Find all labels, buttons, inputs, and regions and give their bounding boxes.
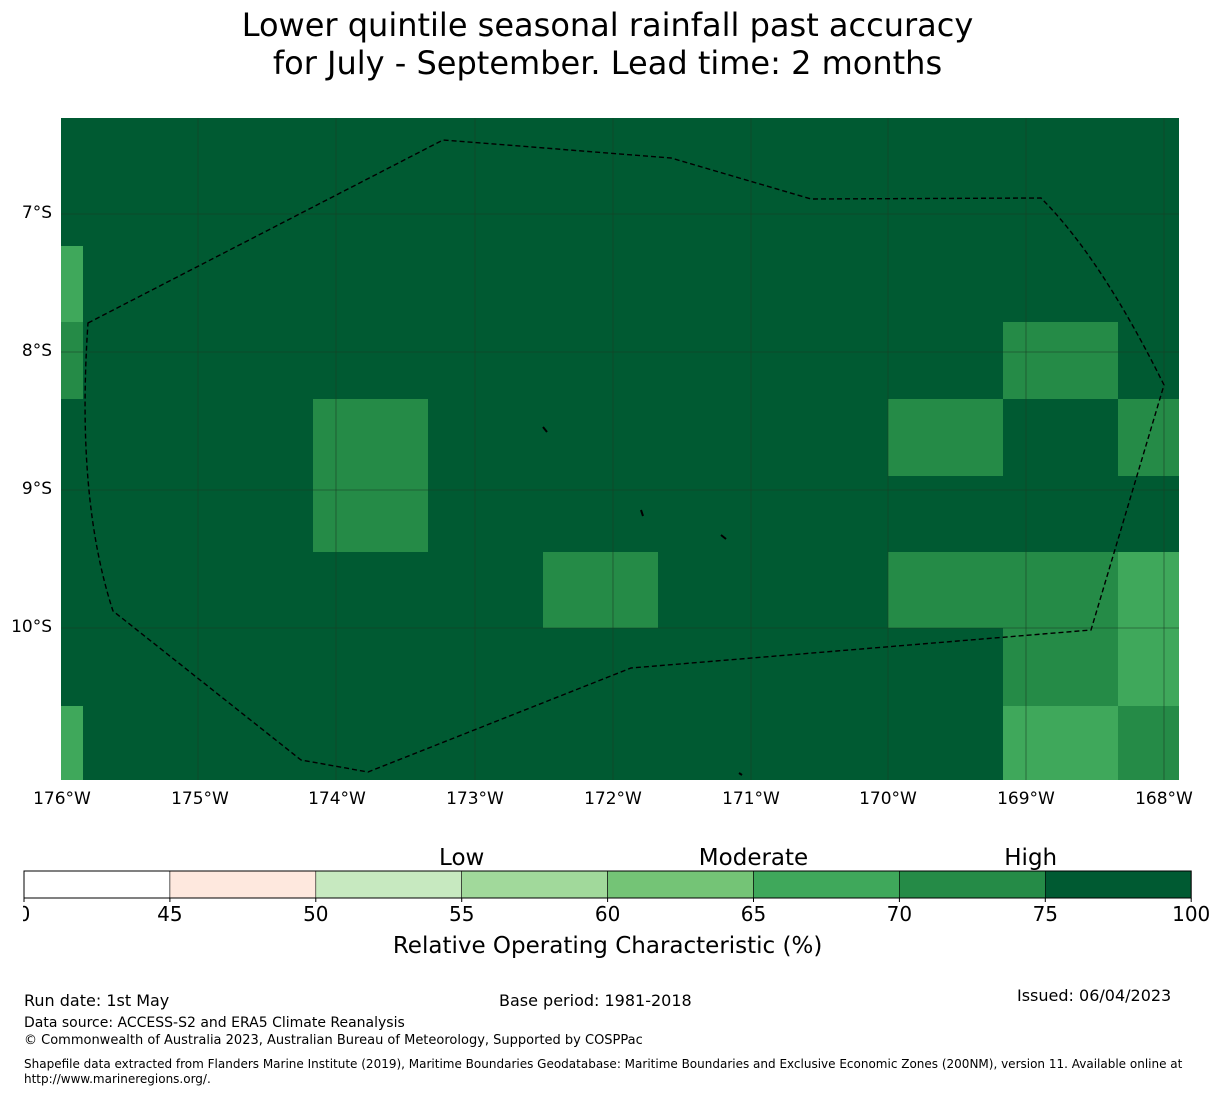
map-cell-0 (61, 246, 83, 322)
base-period: Base period: 1981-2018 (499, 991, 692, 1010)
colorbar-tick-label-0: 0 (23, 902, 30, 926)
island-3 (738, 772, 743, 776)
map-cell-1 (61, 322, 83, 399)
colorbar-segment-1 (169, 870, 317, 899)
lat-label-8s: 8°S (21, 341, 52, 361)
colorbar-tick-label-5: 65 (741, 902, 766, 926)
map-cell-5 (888, 399, 1003, 476)
lon-label-176w: 176°W (33, 789, 91, 809)
colorbar-tick-label-2: 50 (303, 902, 328, 926)
colorbar-legend: 0 45 50 55 60 65 70 75 100 Low Moderate High Relativ… (23, 845, 1210, 959)
colorbar-category-moderate: Moderate (699, 845, 808, 871)
map-cell-2 (61, 706, 83, 780)
lon-label-175w: 175°W (171, 789, 229, 809)
chart-title: Lower quintile seasonal rainfall past ac… (0, 6, 1215, 83)
data-source: Data source: ACCESS-S2 and ERA5 Climate … (24, 1015, 405, 1031)
map-cell-6 (1003, 322, 1118, 399)
colorbar-axis-label: Relative Operating Characteristic (%) (393, 933, 822, 959)
map-cell-12 (1118, 706, 1179, 780)
colorbar-segment-4 (607, 870, 754, 899)
eez-boundary (84, 139, 1165, 773)
title-line-1: Lower quintile seasonal rainfall past ac… (241, 6, 974, 44)
lat-label-10s: 10°S (11, 617, 52, 637)
colorbar-tick-label-8: 100 (1172, 902, 1210, 926)
lon-label-171w: 171°W (722, 789, 780, 809)
colorbar-tick-label-6: 70 (887, 902, 912, 926)
colorbar-tick-label-4: 60 (595, 902, 620, 926)
colorbar-segment-3 (461, 870, 608, 899)
colorbar-tick-label-1: 45 (157, 902, 182, 926)
shapefile-note: Shapefile data extracted from Flanders M… (24, 1057, 1183, 1086)
colorbar-category-low: Low (439, 845, 484, 871)
map-cell-10 (1003, 628, 1118, 706)
island-1 (640, 509, 644, 517)
colorbar-segment-6 (899, 870, 1046, 899)
island-0 (542, 426, 548, 433)
title-line-2: for July - September. Lead time: 2 month… (272, 44, 943, 83)
lon-label-169w: 169°W (997, 789, 1055, 809)
map-cell-3 (313, 399, 428, 552)
issued-date: Issued: 06/04/2023 (1017, 986, 1172, 1005)
colorbar-category-high: High (1004, 845, 1057, 871)
lon-label-168w: 168°W (1135, 789, 1193, 809)
lon-label-173w: 173°W (446, 789, 504, 809)
colorbar-segment-0 (23, 870, 171, 899)
colorbar-segment-2 (315, 870, 462, 899)
colorbar-tick-label-7: 75 (1033, 902, 1058, 926)
island-2 (720, 534, 727, 540)
lon-label-170w: 170°W (859, 789, 917, 809)
lon-label-174w: 174°W (308, 789, 366, 809)
colorbar-segment-7 (1044, 870, 1192, 899)
map-cell-9 (1118, 552, 1179, 706)
lat-label-9s: 9°S (21, 479, 52, 499)
run-date: Run date: 1st May (24, 991, 170, 1010)
accuracy-map (61, 118, 1179, 780)
copyright: © Commonwealth of Australia 2023, Austra… (24, 1033, 643, 1048)
map-cell-8 (888, 552, 1118, 628)
colorbar-tick-label-3: 55 (449, 902, 474, 926)
colorbar-segment-5 (753, 870, 900, 899)
lon-label-172w: 172°W (584, 789, 642, 809)
lat-label-7s: 7°S (21, 203, 52, 223)
map-cell-11 (1003, 706, 1118, 780)
map-cell-4 (543, 552, 658, 628)
